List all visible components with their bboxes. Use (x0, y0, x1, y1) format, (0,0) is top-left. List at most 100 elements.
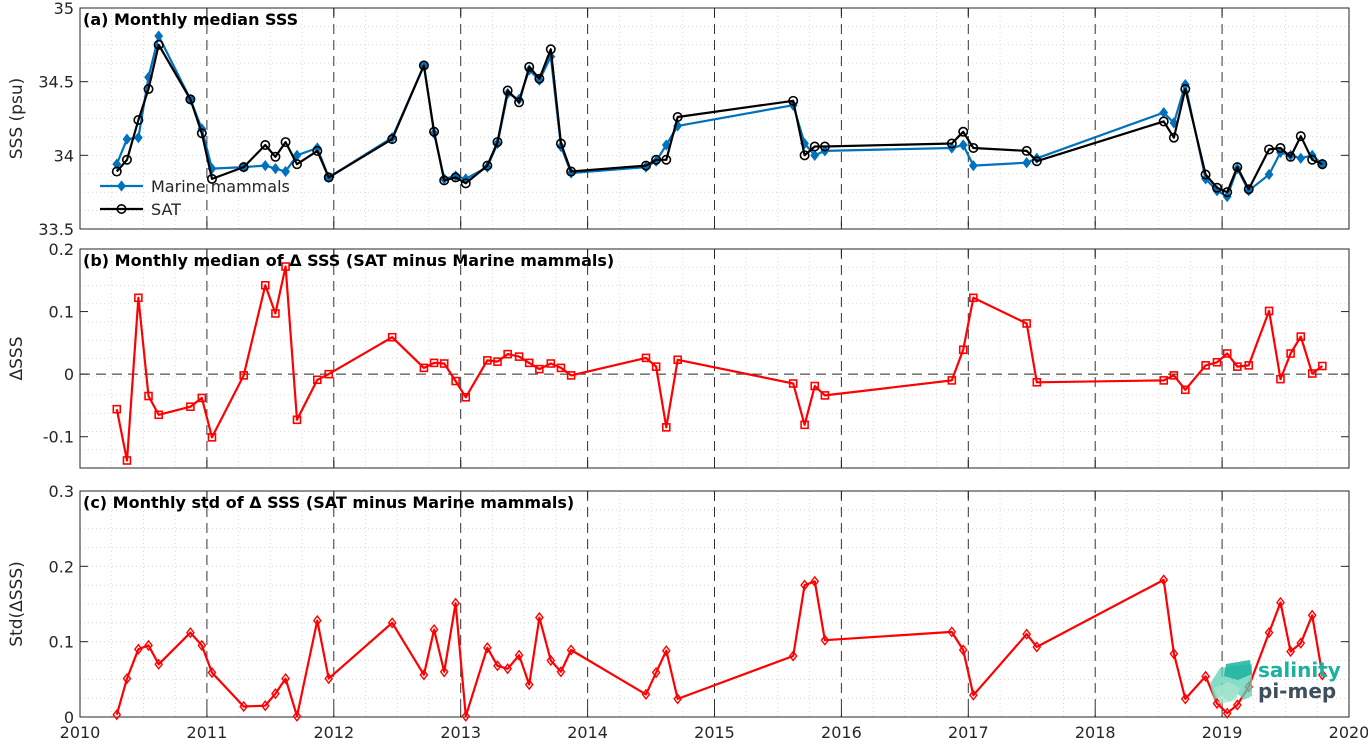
data-point (1275, 142, 1286, 153)
data-point (1032, 641, 1042, 653)
data-point (280, 137, 291, 148)
data-point (197, 639, 207, 652)
data-point (185, 94, 196, 105)
data-point (281, 672, 290, 685)
y-tick-label: 0.3 (49, 482, 74, 501)
y-axis-label: ΔSSS (7, 336, 27, 380)
data-point (1022, 319, 1031, 328)
data-point (673, 355, 682, 365)
data-point (1307, 369, 1317, 378)
data-point (1222, 187, 1233, 198)
data-point (810, 381, 820, 391)
data-point (439, 359, 449, 368)
grid (80, 8, 1349, 229)
data-point (439, 175, 450, 186)
legend-label: SAT (151, 200, 181, 219)
data-point (788, 379, 798, 388)
data-point (144, 639, 153, 652)
data-point (292, 415, 302, 425)
data-point (260, 700, 270, 712)
data-point (1296, 637, 1306, 649)
x-tick-label: 2016 (821, 723, 862, 742)
y-tick-label: 0.1 (49, 633, 74, 652)
series-line (115, 43, 1323, 194)
series-delta-sss (112, 262, 1327, 465)
data-point (651, 362, 661, 371)
data-point (1296, 332, 1306, 341)
data-point (1318, 361, 1327, 371)
data-point (524, 358, 534, 368)
data-point (1264, 168, 1274, 181)
data-point (810, 149, 820, 161)
data-point (1307, 609, 1317, 621)
data-point (800, 420, 809, 430)
y-tick-label: 33.5 (38, 220, 74, 239)
data-point (535, 364, 544, 374)
data-point (1317, 669, 1327, 681)
data-point (144, 391, 153, 401)
data-point (324, 672, 334, 685)
data-point (133, 114, 144, 125)
data-point (207, 433, 217, 442)
data-point (1244, 361, 1254, 370)
data-point (324, 369, 334, 379)
data-point (451, 597, 461, 609)
data-point (641, 353, 651, 363)
data-point (133, 132, 143, 144)
data-point (651, 666, 661, 679)
data-point (133, 643, 143, 655)
data-point (1200, 169, 1211, 180)
data-point (1264, 626, 1274, 639)
data-point (121, 154, 132, 165)
data-point (112, 404, 122, 414)
data-point (1286, 349, 1295, 358)
panel-title: (c) Monthly std of Δ SSS (SAT minus Mari… (83, 493, 574, 512)
logo-wave-icon (1210, 660, 1252, 704)
data-point (1264, 306, 1274, 316)
data-point (197, 393, 207, 403)
data-point (1243, 184, 1254, 195)
data-point (153, 39, 164, 50)
data-point (271, 688, 280, 700)
data-point (1159, 376, 1169, 385)
y-tick-label: 0.2 (49, 240, 74, 259)
data-point (1264, 144, 1275, 155)
data-point (134, 293, 143, 303)
y-tick-label: 34.5 (38, 73, 74, 92)
data-point (947, 376, 957, 385)
data-point (1180, 385, 1190, 395)
data-point (969, 293, 978, 303)
x-tick-label: 2014 (567, 723, 608, 742)
data-point (947, 626, 957, 638)
data-point (1222, 349, 1232, 358)
y-tick-label: 0 (64, 365, 74, 384)
data-point (271, 309, 280, 318)
data-point (323, 172, 334, 183)
data-point (238, 162, 249, 173)
data-point (143, 84, 154, 95)
data-point (312, 614, 322, 627)
data-point (111, 166, 122, 177)
data-point (651, 154, 662, 165)
data-point (122, 672, 132, 685)
data-point (958, 139, 968, 151)
data-point (566, 644, 576, 656)
data-point (270, 151, 281, 162)
data-point (661, 154, 672, 165)
data-point (291, 159, 302, 170)
data-point (799, 150, 810, 161)
data-point (281, 262, 290, 271)
data-point (1159, 574, 1169, 586)
x-tick-label: 2012 (313, 723, 354, 742)
data-point (260, 140, 271, 151)
data-point (239, 371, 249, 380)
data-point (1212, 357, 1222, 367)
data-point (1169, 371, 1179, 380)
data-point (514, 97, 525, 108)
data-point (1276, 596, 1285, 609)
data-point (387, 332, 397, 342)
data-point (461, 392, 471, 402)
data-point (154, 410, 163, 420)
data-point (820, 634, 830, 646)
